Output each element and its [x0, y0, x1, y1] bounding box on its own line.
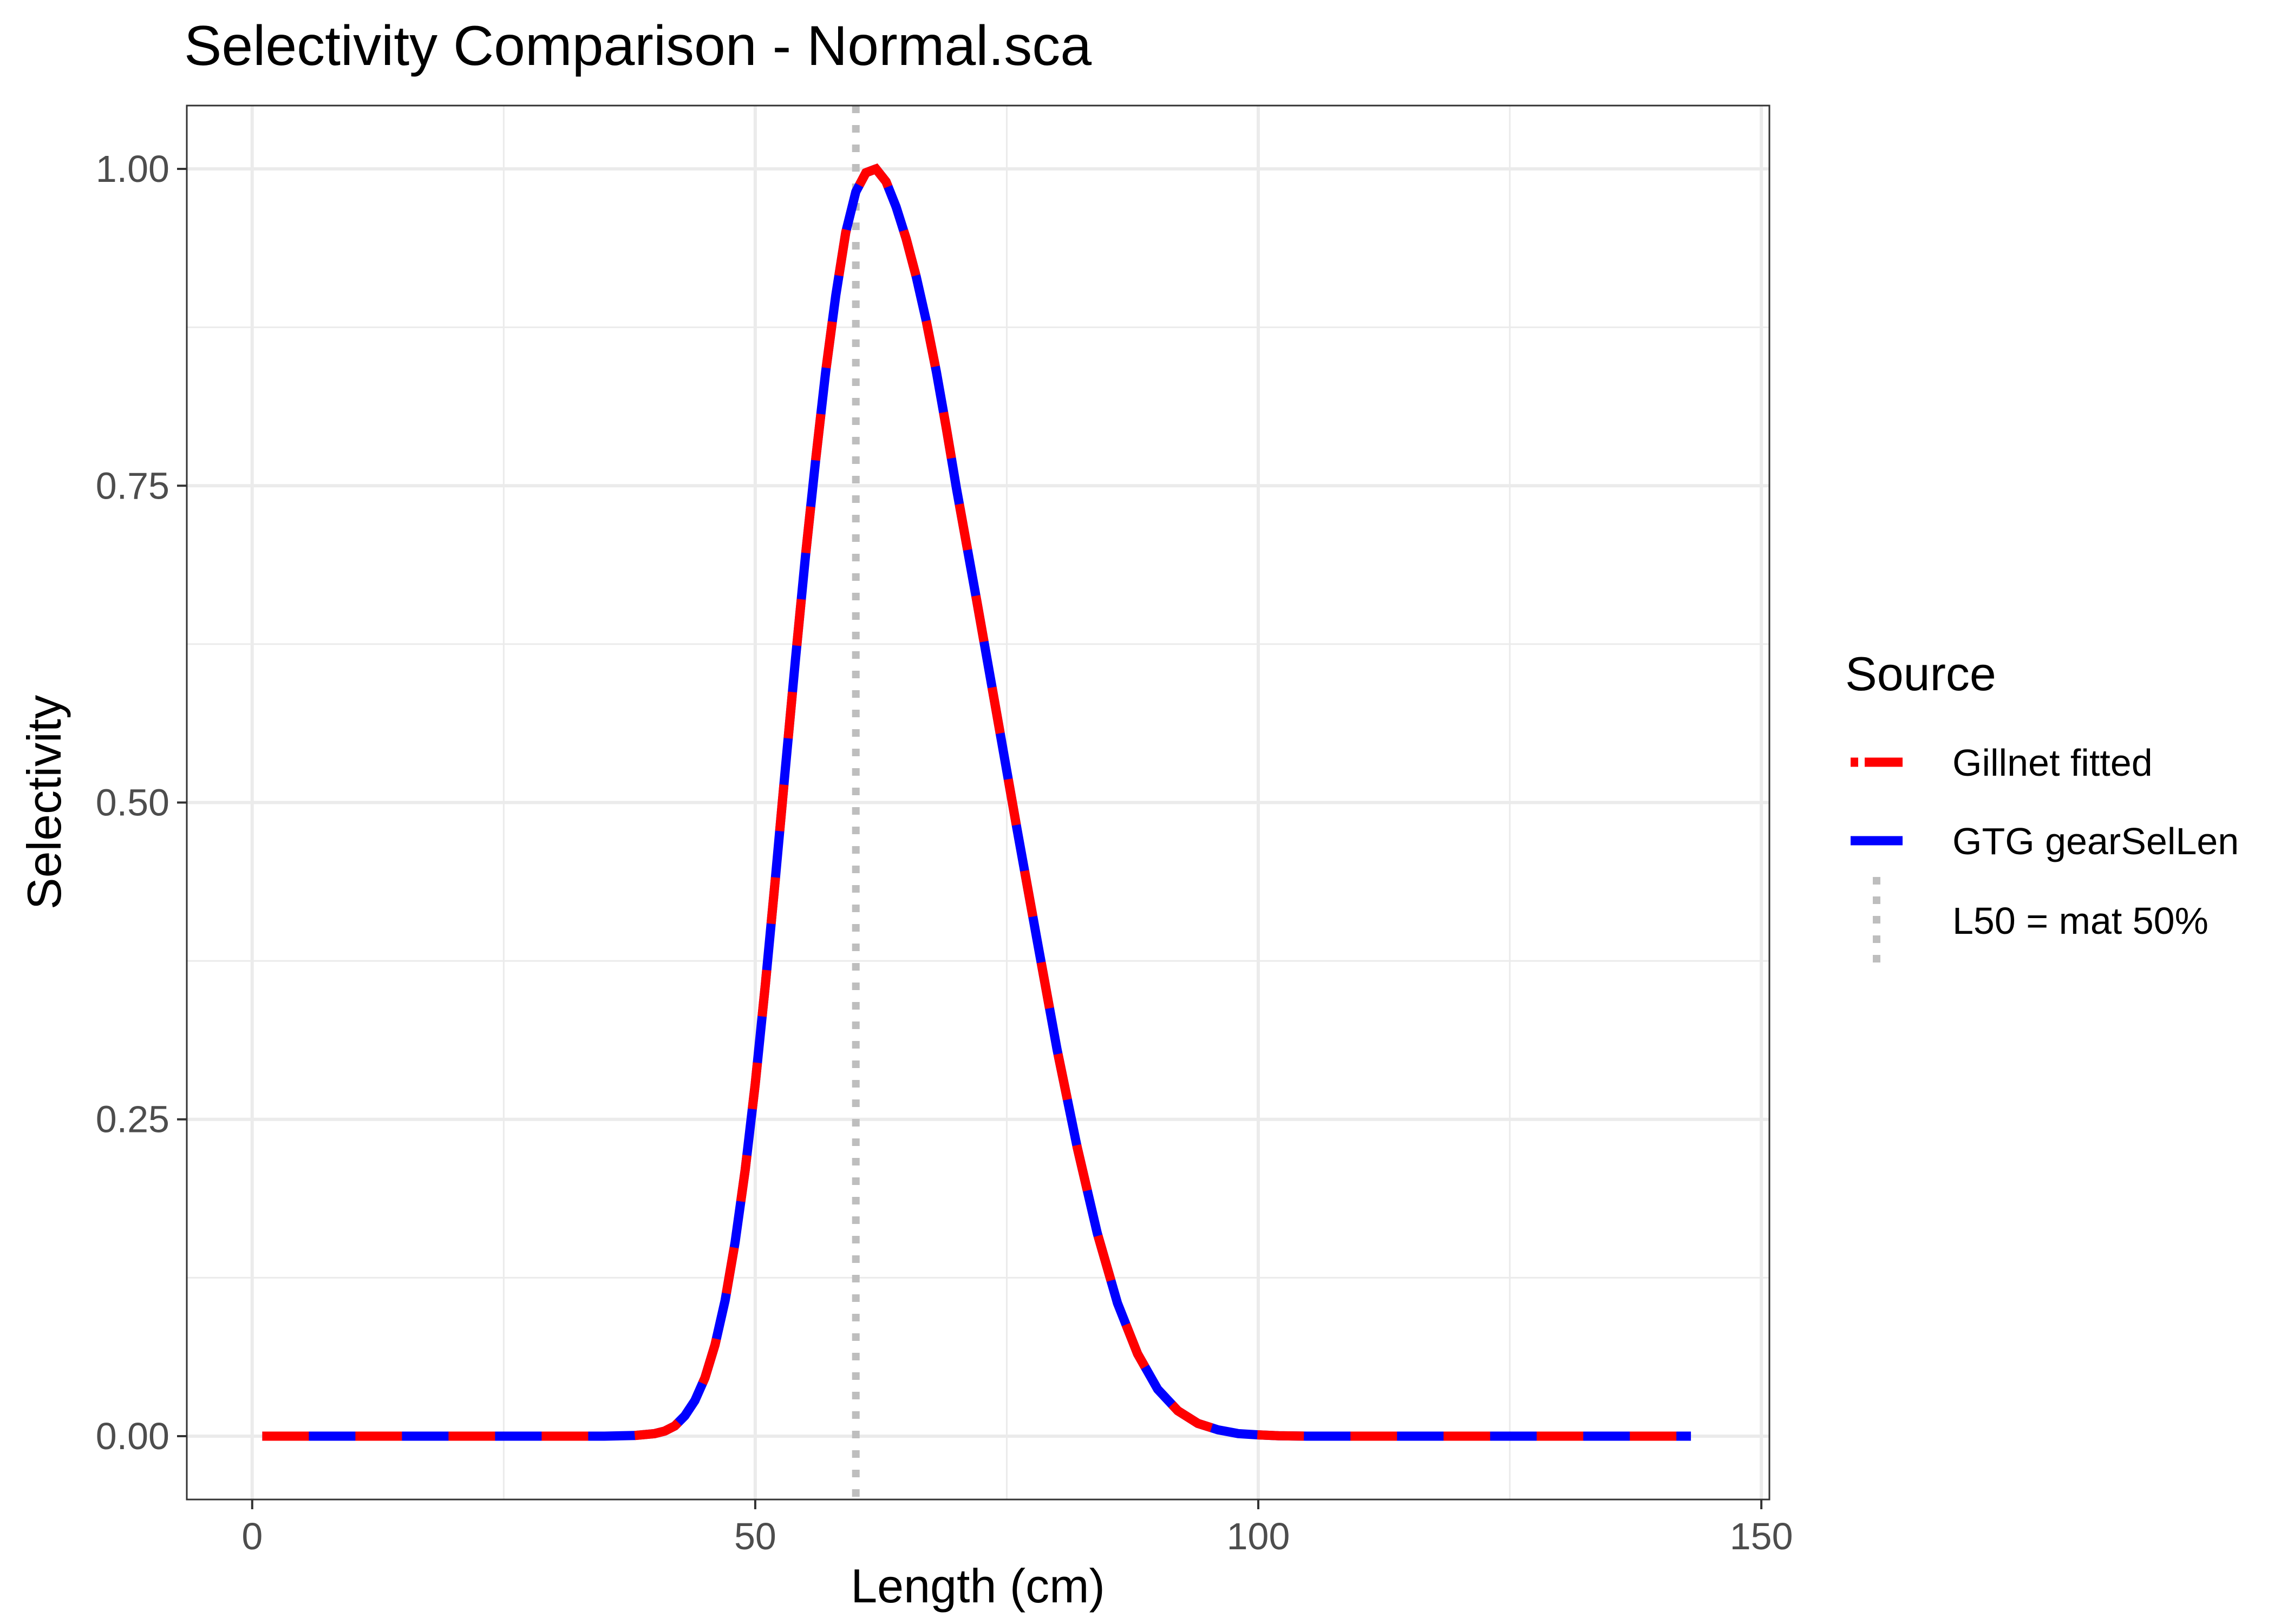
legend-label-2: L50 = mat 50% [1952, 900, 2208, 942]
y-axis: 0.00 0.25 0.50 0.75 1.00 [96, 148, 187, 1457]
y-tick-label: 0.75 [96, 464, 169, 507]
y-tick-label: 0.50 [96, 782, 169, 824]
x-axis-title: Length (cm) [851, 1559, 1105, 1613]
legend: Source Gillnet fitted GTG gearSelLen L50 =… [1845, 647, 2239, 964]
legend-label-1: GTG gearSelLen [1952, 820, 2239, 862]
chart-title: Selectivity Comparison - Normal.sca [184, 15, 1092, 77]
x-tick-label: 100 [1227, 1515, 1290, 1557]
legend-title: Source [1845, 647, 1996, 700]
x-tick-label: 0 [241, 1515, 263, 1557]
x-axis: 0 50 100 150 [241, 1499, 1793, 1557]
y-tick-label: 1.00 [96, 148, 169, 190]
legend-label-0: Gillnet fitted [1952, 742, 2153, 784]
y-tick-label: 0.25 [96, 1098, 169, 1141]
y-tick-label: 0.00 [96, 1415, 169, 1457]
x-tick-label: 50 [734, 1515, 776, 1557]
grid-major [187, 106, 1769, 1499]
series-lines [262, 163, 1691, 1441]
series-line-gillnet-fitted [262, 163, 1691, 1441]
y-axis-title: Selectivity [17, 695, 71, 909]
legend-keys: Gillnet fitted GTG gearSelLen L50 = mat 50… [1851, 742, 2239, 964]
plot-panel [186, 104, 1770, 1501]
x-tick-label: 150 [1730, 1515, 1793, 1557]
